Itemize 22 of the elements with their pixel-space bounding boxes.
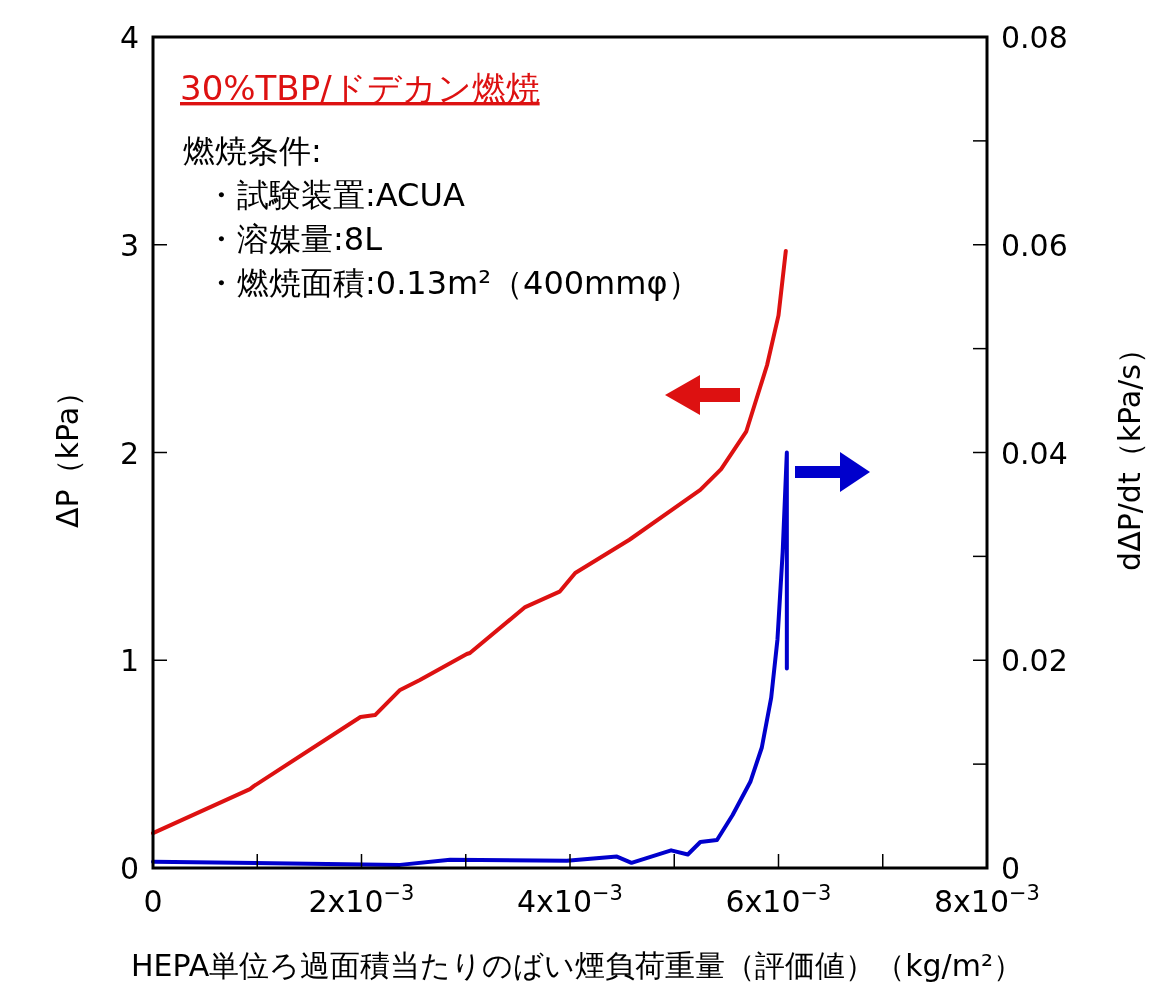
y-tick-label: 0 <box>119 851 139 886</box>
y2-tick-label: 0.06 <box>1001 227 1068 263</box>
x-tick-label: 6x10$^{−3}$ <box>725 881 832 919</box>
text: 30%TBP/ドデカン燃焼 <box>180 68 540 108</box>
x-tick-label: 4x10$^{−3}$ <box>517 881 623 919</box>
y2-axis-title: dΔP/dt（kPa/s） <box>1112 334 1147 571</box>
y-tick-label: 4 <box>119 20 139 55</box>
annotation: 燃焼条件: <box>183 132 322 170</box>
y-tick-label: 1 <box>119 643 139 679</box>
annotation: ・溶媒量:8L <box>205 220 383 258</box>
y2-tick-label: 0.04 <box>1001 435 1068 471</box>
y-tick-label: 2 <box>119 435 139 471</box>
x-axis-title: HEPA単位ろ過面積当たりのばい煙負荷重量（評価値）（kg/m²） <box>131 948 1023 983</box>
y-axis-title: ΔP（kPa） <box>50 376 85 529</box>
y2-tick-label: 0.02 <box>1001 643 1068 679</box>
y2-tick-label: 0.08 <box>1001 20 1068 55</box>
y-tick-label: 3 <box>119 227 139 263</box>
annotation: ・試験装置:ACUA <box>205 176 465 214</box>
x-tick-label: 2x10$^{−3}$ <box>308 881 415 919</box>
x-tick-label: 0 <box>143 884 163 919</box>
line-series <box>151 450 789 867</box>
annotation: ・燃焼面積:0.13m²（400mmφ） <box>205 264 700 302</box>
